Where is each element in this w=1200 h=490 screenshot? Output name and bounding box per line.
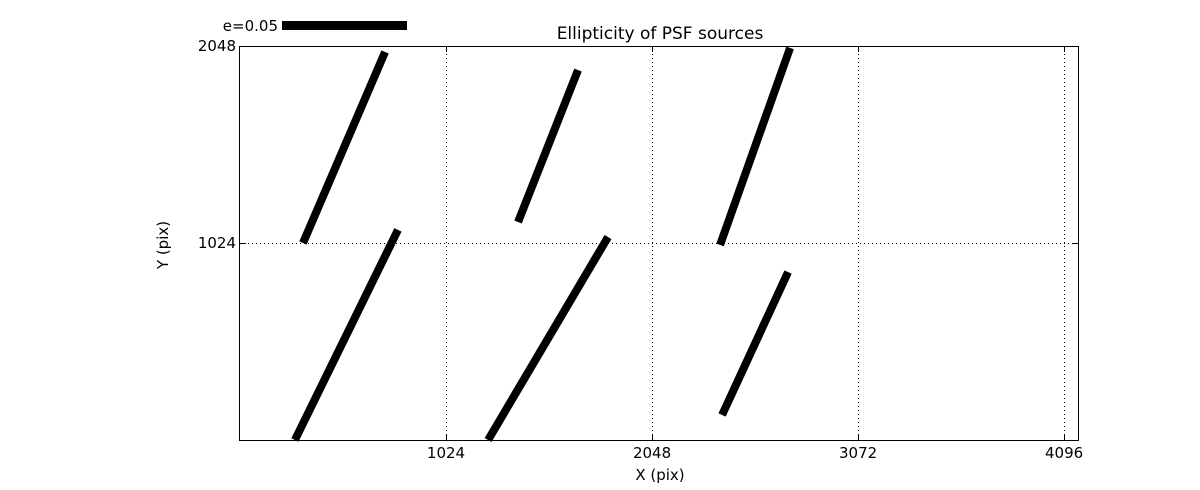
psf-ellipticity-whisker bbox=[299, 50, 389, 245]
y-tick-label: 1024 bbox=[197, 234, 236, 252]
psf-ellipticity-whisker bbox=[484, 235, 612, 443]
x-tick-label: 4096 bbox=[1045, 444, 1084, 462]
y-tick-label: 2048 bbox=[197, 37, 236, 55]
legend-scale-bar bbox=[282, 21, 407, 30]
x-tick-label: 1024 bbox=[426, 444, 466, 462]
legend-label: e=0.05 bbox=[222, 17, 278, 35]
y-axis-label-text: Y (pix) bbox=[154, 220, 172, 270]
psf-ellipticity-whisker bbox=[291, 228, 402, 442]
psf-ellipticity-whisker bbox=[716, 46, 794, 247]
psf-ellipticity-whisker bbox=[514, 68, 582, 224]
x-axis-label: X (pix) bbox=[635, 466, 685, 484]
psf-ellipticity-whisker bbox=[718, 270, 792, 417]
x-tick-label: 2048 bbox=[632, 444, 672, 462]
x-tick-label: 3072 bbox=[838, 444, 878, 462]
chart-title: Ellipticity of PSF sources bbox=[556, 24, 764, 44]
